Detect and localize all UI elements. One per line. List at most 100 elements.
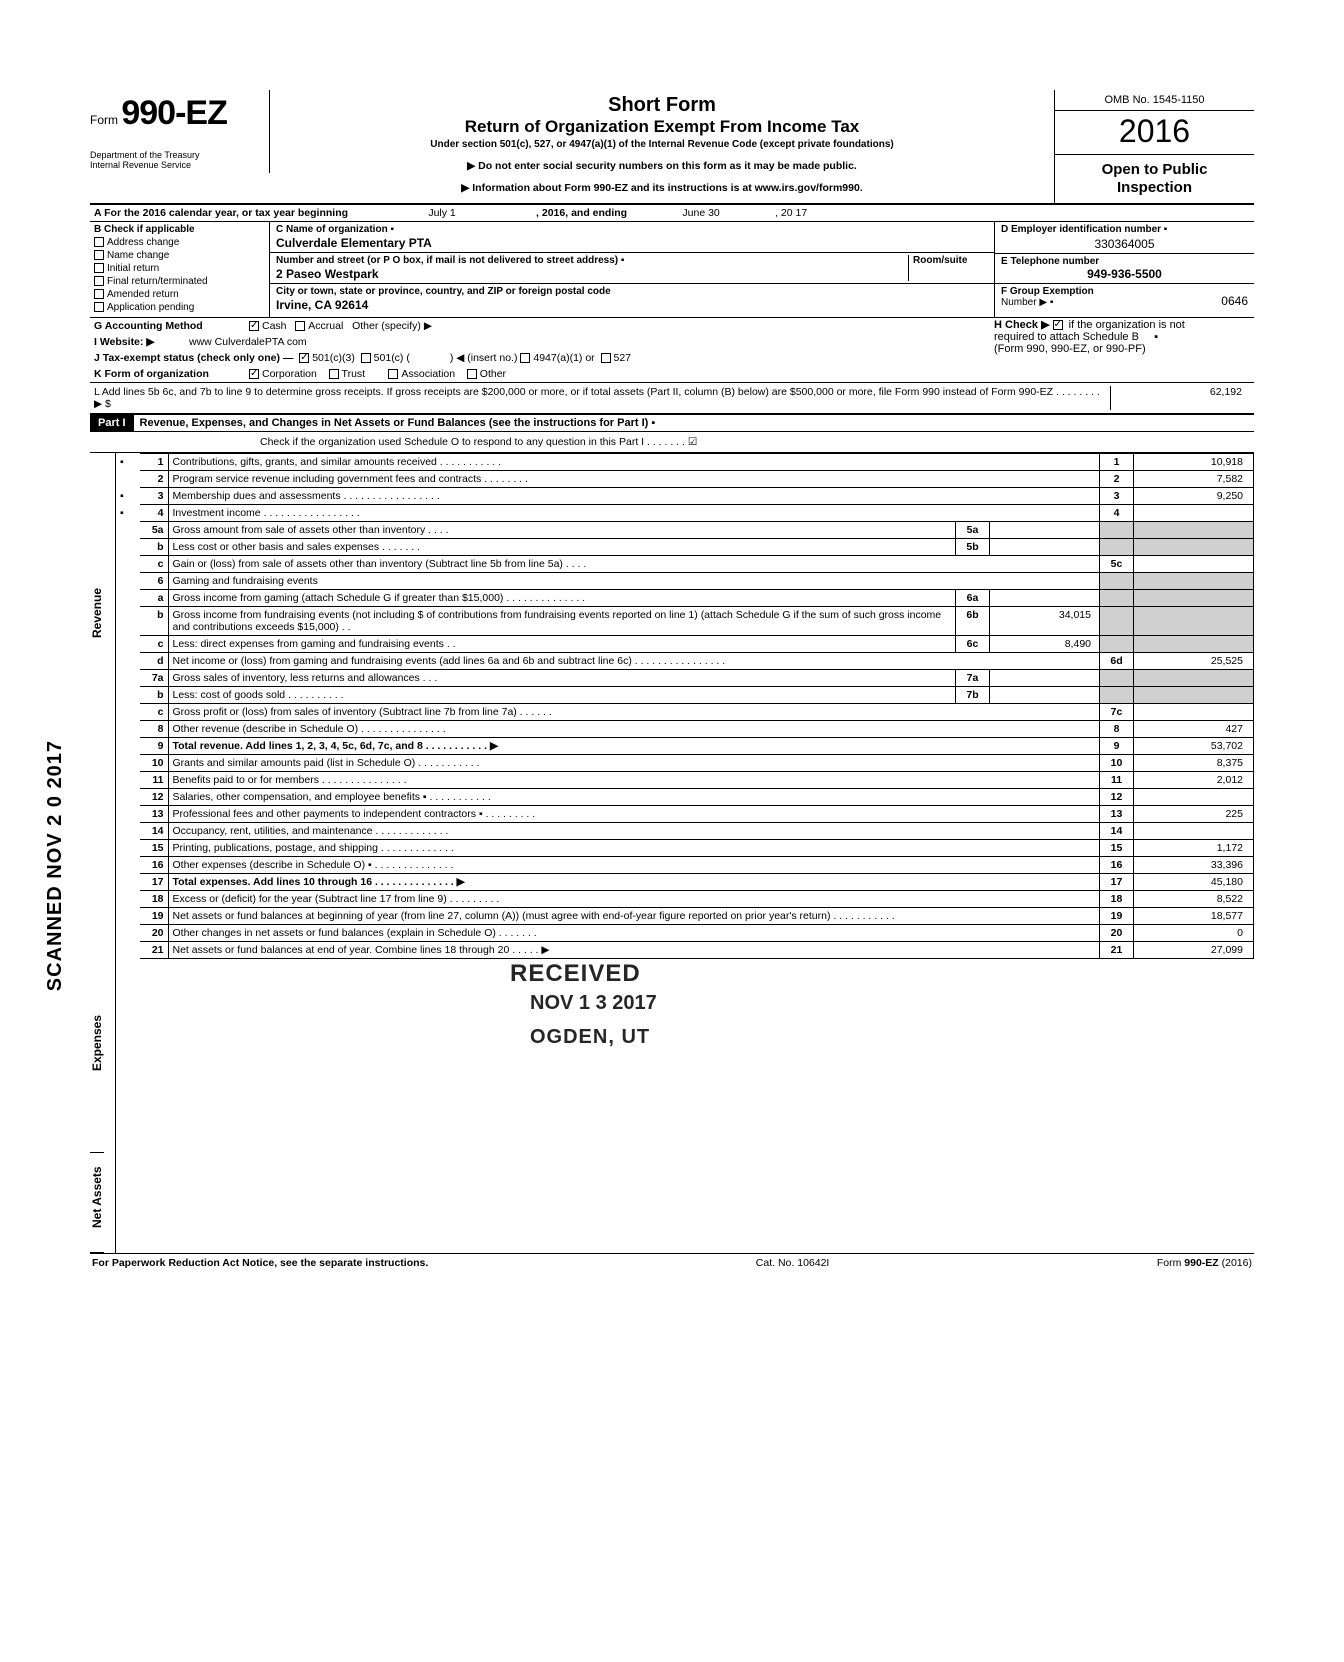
footer-paperwork: For Paperwork Reduction Act Notice, see …	[92, 1257, 428, 1269]
table-row: 19Net assets or fund balances at beginni…	[116, 908, 1254, 925]
table-row: 20Other changes in net assets or fund ba…	[116, 925, 1254, 942]
under-section: Under section 501(c), 527, or 4947(a)(1)…	[280, 139, 1044, 150]
arrow-ssn: ▶ Do not enter social security numbers o…	[280, 160, 1044, 172]
gross-receipts: 62,192	[1110, 386, 1250, 410]
year-end-yr: , 20 17	[771, 205, 811, 221]
table-row: 5aGross amount from sale of assets other…	[116, 522, 1254, 539]
section-b: B Check if applicable Address change Nam…	[90, 222, 270, 317]
check-schedule-o: Check if the organization used Schedule …	[90, 432, 1254, 453]
tax-year: 2016	[1055, 111, 1254, 155]
org-address: 2 Paseo Westpark	[276, 267, 908, 281]
title-short-form: Short Form	[280, 94, 1044, 117]
table-row: 8Other revenue (describe in Schedule O) …	[116, 721, 1254, 738]
table-row: 21Net assets or fund balances at end of …	[116, 942, 1254, 959]
check-other-org[interactable]	[467, 369, 477, 379]
org-city: Irvine, CA 92614	[276, 298, 988, 312]
table-row: aGross income from gaming (attach Schedu…	[116, 590, 1254, 607]
ein-value: 330364005	[1001, 235, 1248, 251]
h-label: H Check ▶	[994, 319, 1050, 331]
check-address[interactable]	[94, 237, 104, 247]
table-row: cGain or (loss) from sale of assets othe…	[116, 556, 1254, 573]
form-number: 990-EZ	[121, 94, 227, 132]
f-label2: Number ▶ ▪	[1001, 297, 1178, 308]
group-exemption: 0646	[1178, 294, 1248, 308]
table-row: 15Printing, publications, postage, and s…	[116, 840, 1254, 857]
d-label: D Employer identification number ▪	[1001, 224, 1248, 235]
k-label: K Form of organization	[94, 368, 249, 380]
website-value: www CulverdalePTA com	[189, 336, 307, 348]
line-a: A For the 2016 calendar year, or tax yea…	[90, 205, 1254, 222]
footer-form: Form 990-EZ (2016)	[1157, 1257, 1252, 1269]
open-public: Open to Public	[1057, 161, 1252, 179]
table-row: ▪4Investment income . . . . . . . . . . …	[116, 505, 1254, 522]
i-label: I Website: ▶	[94, 336, 189, 348]
c-addr-label: Number and street (or P O box, if mail i…	[276, 255, 908, 266]
line-l-text: L Add lines 5b 6c, and 7b to line 9 to d…	[94, 386, 1110, 410]
c-name-label: C Name of organization ▪	[276, 224, 988, 235]
check-527[interactable]	[601, 353, 611, 363]
check-pending[interactable]	[94, 302, 104, 312]
inspection: Inspection	[1057, 179, 1252, 197]
side-expenses: Expenses	[90, 973, 104, 1153]
e-label: E Telephone number	[1001, 256, 1248, 267]
table-row: cGross profit or (loss) from sales of in…	[116, 704, 1254, 721]
table-row: bLess cost or other basis and sales expe…	[116, 539, 1254, 556]
lines-table: ▪1Contributions, gifts, grants, and simi…	[116, 453, 1254, 959]
table-row: dNet income or (loss) from gaming and fu…	[116, 653, 1254, 670]
check-trust[interactable]	[329, 369, 339, 379]
table-row: 6Gaming and fundraising events	[116, 573, 1254, 590]
table-row: 14Occupancy, rent, utilities, and mainte…	[116, 823, 1254, 840]
title-return: Return of Organization Exempt From Incom…	[280, 117, 1044, 137]
g-other: Other (specify) ▶	[352, 320, 432, 332]
check-4947[interactable]	[520, 353, 530, 363]
f-label: F Group Exemption	[1001, 286, 1178, 297]
table-row: 16Other expenses (describe in Schedule O…	[116, 857, 1254, 874]
check-501c3[interactable]	[299, 353, 309, 363]
omb-number: OMB No. 1545-1150	[1055, 90, 1254, 111]
check-cash[interactable]	[249, 321, 259, 331]
part1-header: Part I	[90, 415, 134, 431]
table-row: 10Grants and similar amounts paid (list …	[116, 755, 1254, 772]
side-netassets: Net Assets	[90, 1153, 104, 1253]
room-label: Room/suite	[913, 255, 988, 266]
part1-title: Revenue, Expenses, and Changes in Net As…	[134, 415, 1254, 431]
check-final[interactable]	[94, 276, 104, 286]
table-row: ▪1Contributions, gifts, grants, and simi…	[116, 454, 1254, 471]
table-row: bGross income from fundraising events (n…	[116, 607, 1254, 636]
table-row: 11Benefits paid to or for members . . . …	[116, 772, 1254, 789]
form-header: Form 990-EZ Department of the Treasury I…	[90, 90, 1254, 205]
stamp-scanned: SCANNED NOV 2 0 2017	[44, 740, 67, 991]
dept-irs: Internal Revenue Service	[90, 161, 263, 171]
table-row: 2Program service revenue including gover…	[116, 471, 1254, 488]
c-city-label: City or town, state or province, country…	[276, 286, 988, 297]
j-label: J Tax-exempt status (check only one) —	[94, 352, 293, 364]
check-initial[interactable]	[94, 263, 104, 273]
check-assoc[interactable]	[388, 369, 398, 379]
check-501c[interactable]	[361, 353, 371, 363]
line-a-label: A For the 2016 calendar year, or tax yea…	[90, 205, 352, 221]
check-corp[interactable]	[249, 369, 259, 379]
side-revenue: Revenue	[90, 453, 104, 973]
year-begin: July 1	[352, 205, 532, 221]
footer-catno: Cat. No. 10642I	[756, 1257, 830, 1269]
check-name[interactable]	[94, 250, 104, 260]
table-row: 18Excess or (deficit) for the year (Subt…	[116, 891, 1254, 908]
org-name: Culverdale Elementary PTA	[276, 236, 988, 250]
table-row: 12Salaries, other compensation, and empl…	[116, 789, 1254, 806]
table-row: ▪3Membership dues and assessments . . . …	[116, 488, 1254, 505]
check-accrual[interactable]	[295, 321, 305, 331]
table-row: 9Total revenue. Add lines 1, 2, 3, 4, 5c…	[116, 738, 1254, 755]
g-label: G Accounting Method	[94, 320, 249, 332]
arrow-info: ▶ Information about Form 990-EZ and its …	[280, 182, 1044, 194]
check-amended[interactable]	[94, 289, 104, 299]
table-row: 13Professional fees and other payments t…	[116, 806, 1254, 823]
table-row: cLess: direct expenses from gaming and f…	[116, 636, 1254, 653]
check-sched-b[interactable]	[1053, 320, 1063, 330]
b-header: B Check if applicable	[94, 224, 265, 235]
line-a-mid: , 2016, and ending	[532, 205, 631, 221]
table-row: 7aGross sales of inventory, less returns…	[116, 670, 1254, 687]
table-row: bLess: cost of goods sold . . . . . . . …	[116, 687, 1254, 704]
table-row: 17Total expenses. Add lines 10 through 1…	[116, 874, 1254, 891]
year-end-month: June 30	[631, 205, 771, 221]
phone-value: 949-936-5500	[1001, 267, 1248, 281]
